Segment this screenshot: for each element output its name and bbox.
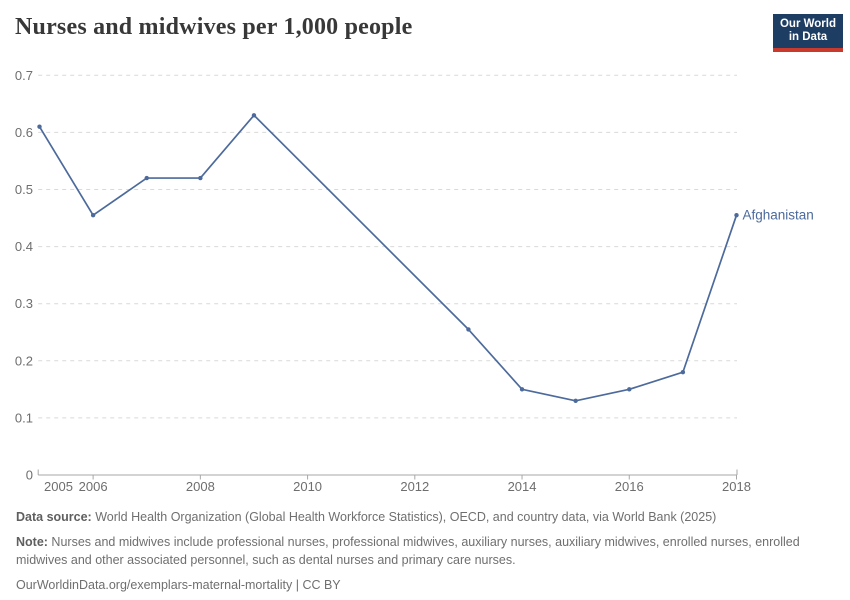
- x-axis-tick-label: 2005: [44, 479, 73, 494]
- note-label: Note:: [16, 535, 48, 550]
- data-point-2016[interactable]: [627, 387, 632, 392]
- y-axis-tick-label: 0.5: [15, 182, 33, 197]
- chart-footer: Data source: World Health Organization (…: [16, 508, 838, 595]
- data-point-2008[interactable]: [198, 175, 203, 181]
- x-axis-tick-label: 2016: [615, 479, 644, 494]
- x-axis-tick-label: 2012: [400, 479, 429, 494]
- x-axis-tick-label: 2018: [722, 479, 751, 494]
- logo-line-2: in Data: [788, 31, 828, 43]
- data-point-2014[interactable]: [519, 387, 525, 392]
- logo-line-1: Our World: [779, 18, 836, 30]
- data-point-2006[interactable]: [90, 212, 96, 218]
- data-point-2013[interactable]: [466, 327, 471, 332]
- data-source-text: World Health Organization (Global Health…: [91, 510, 717, 524]
- line-chart-canvas[interactable]: 0 0.1 0.2 0.3 0.4 0.5 0.6 0.7 2005 2006 2008 2010 20…: [0, 0, 850, 505]
- y-axis-tick-label: 0.7: [15, 68, 33, 83]
- data-point-2005[interactable]: [37, 124, 42, 129]
- y-axis-tick-label: 0: [26, 468, 33, 483]
- y-axis-tick-label: 0.1: [15, 410, 33, 425]
- x-axis-tick-label: 2008: [186, 479, 215, 494]
- note-text: Nurses and midwives include professional…: [16, 535, 800, 568]
- data-point-2018[interactable]: [734, 212, 739, 218]
- owid-logo[interactable]: Our World in Data: [773, 14, 843, 52]
- data-point-2007[interactable]: [144, 175, 149, 181]
- x-axis-tick-label: 2006: [79, 479, 108, 494]
- data-point-2009[interactable]: [251, 113, 257, 118]
- y-axis-tick-label: 0.3: [15, 296, 33, 311]
- y-axis-tick-label: 0.2: [15, 353, 33, 368]
- series-end-label[interactable]: Afghanistan: [743, 208, 814, 223]
- x-axis-tick-label: 2010: [293, 479, 322, 494]
- y-axis-tick-label: 0.6: [15, 125, 33, 140]
- y-axis-tick-label: 0.4: [15, 239, 33, 254]
- x-axis-tick-label: 2014: [508, 479, 537, 494]
- series-line-afghanistan[interactable]: [38, 114, 738, 402]
- chart-title: Nurses and midwives per 1,000 people: [15, 14, 413, 40]
- data-source-label: Data source:: [16, 510, 92, 524]
- data-point-2015[interactable]: [573, 398, 578, 403]
- data-source-line: Data source: World Health Organization (…: [16, 508, 838, 526]
- data-point-2017[interactable]: [680, 370, 686, 375]
- note-line: Note: Nurses and midwives include profes…: [16, 533, 838, 569]
- license-line: OurWorldinData.org/exemplars-maternal-mo…: [16, 578, 341, 593]
